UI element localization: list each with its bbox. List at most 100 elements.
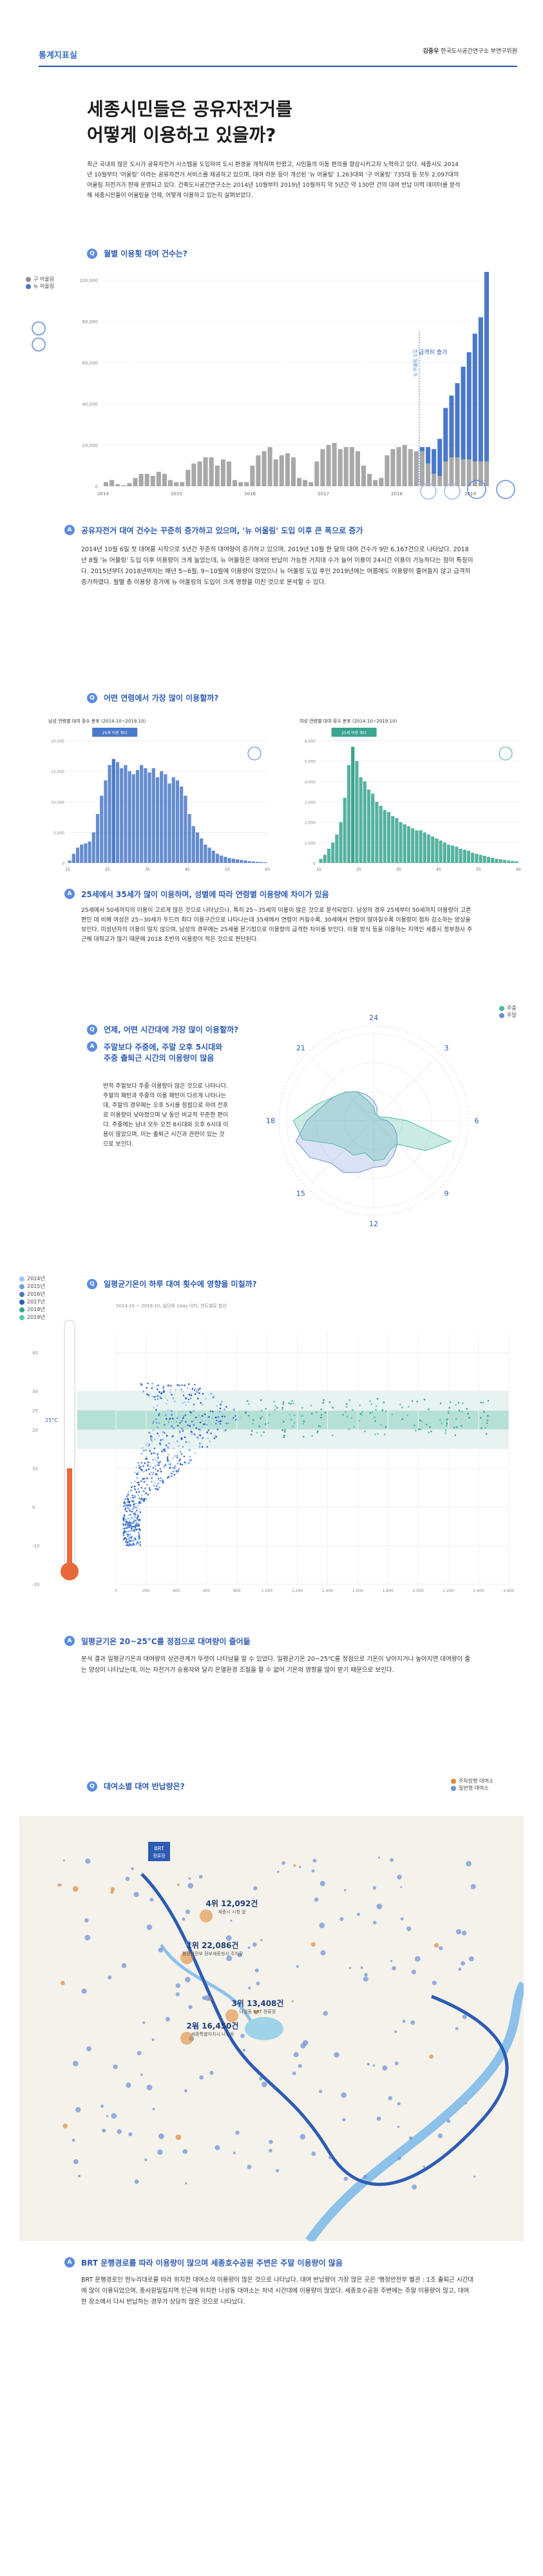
scatter-point	[164, 1450, 166, 1452]
age-bar	[200, 838, 204, 863]
scatter-point	[146, 1469, 148, 1472]
scatter-point	[124, 1508, 126, 1510]
y-tick-label: 40,000	[82, 402, 99, 407]
age-bar	[75, 848, 80, 863]
bike-wheel-icon	[496, 480, 515, 499]
scatter-point	[311, 1435, 314, 1437]
x-tick-label: 1,200	[292, 1589, 303, 1593]
station-dot	[415, 1956, 421, 1962]
scatter-point	[159, 1443, 161, 1444]
scatter-point	[166, 1418, 167, 1420]
station-dot	[320, 1950, 326, 1956]
scatter-point	[135, 1466, 137, 1468]
scatter-point	[154, 1439, 156, 1441]
age-bar	[375, 802, 379, 863]
scatter-point	[155, 1418, 157, 1421]
scatter-point	[177, 1444, 180, 1447]
scatter-point	[301, 1415, 304, 1417]
scatter-point	[159, 1396, 161, 1398]
scatter-point	[148, 1487, 151, 1489]
chart-subtitle: 2014.10 ~ 2019.10, 일단위 1day 이터, 연도별로 합산	[116, 1303, 227, 1309]
scatter-point	[219, 1407, 222, 1410]
station-dot	[158, 2133, 164, 2139]
scatter-point	[169, 1466, 171, 1469]
scatter-point	[146, 1387, 148, 1389]
age-bar	[220, 855, 224, 863]
age-bar	[491, 858, 495, 863]
scatter-point	[156, 1461, 158, 1463]
age-bar	[323, 855, 327, 863]
scatter-point	[166, 1456, 169, 1459]
station-dot	[341, 2092, 347, 2098]
station-dot	[293, 1864, 296, 1867]
age-bar	[240, 860, 243, 863]
scatter-point	[316, 1432, 319, 1434]
scatter-point	[124, 1502, 127, 1504]
scatter-point	[156, 1388, 158, 1390]
station-dot	[461, 1961, 465, 1966]
scatter-point	[139, 1519, 141, 1521]
station-name: 행정안전부 정부세종청사 주차장	[182, 1951, 243, 1956]
scatter-point	[173, 1473, 176, 1476]
question-3: Q 언제, 어떤 시간대에 가장 많이 이용할까?	[87, 1024, 238, 1035]
scatter-point	[207, 1429, 210, 1431]
scatter-point	[149, 1432, 151, 1434]
scatter-point	[206, 1416, 208, 1418]
scatter-point	[174, 1400, 176, 1403]
scatter-point	[183, 1415, 185, 1417]
intro-paragraph: 최근 국내외 많은 도시가 공유자전거 시스템을 도입하여 도시 환경을 개착하…	[87, 162, 461, 199]
author-line: 김중우 한국도시공간연구소 부연구위원	[423, 46, 517, 55]
scatter-point	[143, 1481, 146, 1483]
station-dot	[356, 1912, 361, 1917]
scatter-point	[206, 1446, 209, 1448]
scatter-point	[317, 1430, 319, 1432]
scatter-point	[181, 1464, 184, 1466]
scatter-point	[144, 1470, 146, 1472]
scatter-point	[157, 1483, 159, 1485]
scatter-point	[196, 1436, 199, 1438]
bar-old	[144, 473, 149, 486]
scatter-point	[190, 1459, 193, 1461]
scatter-point	[184, 1384, 186, 1387]
station-dot	[71, 2138, 75, 2142]
scatter-point	[138, 1523, 140, 1525]
scatter-point	[134, 1527, 137, 1529]
scatter-point	[204, 1413, 206, 1416]
age-bar	[506, 860, 511, 863]
scatter-point	[162, 1479, 164, 1481]
scatter-point	[399, 1403, 401, 1406]
station-dot	[134, 2179, 139, 2184]
scatter-point	[281, 1406, 284, 1409]
legend-swatch-parking	[451, 1778, 456, 1784]
scatter-point	[135, 1522, 137, 1524]
scatter-point	[202, 1423, 205, 1425]
age-bar	[160, 771, 164, 863]
age-bar	[115, 762, 120, 863]
bar-old	[343, 447, 348, 486]
scatter-point	[166, 1403, 167, 1405]
station-dot	[269, 2139, 273, 2145]
y-tick-label: 5,000	[53, 831, 64, 836]
scatter-point	[142, 1471, 144, 1473]
brt-badge	[148, 1842, 170, 1861]
station-dot	[343, 1889, 347, 1891]
scatter-point	[252, 1419, 254, 1421]
station-rank: 1위 22,086건	[187, 1940, 239, 1950]
station-dot	[311, 2151, 316, 2156]
scatter-point	[246, 1400, 249, 1402]
legend-swatch	[19, 1276, 24, 1282]
station-dot	[277, 1870, 280, 1873]
scatter-point	[350, 1417, 352, 1419]
station-dot	[291, 2000, 294, 2003]
scatter-point	[146, 1457, 148, 1460]
x-tick-label: 55	[225, 867, 230, 872]
scatter-point	[137, 1518, 138, 1520]
scatter-point	[180, 1438, 183, 1440]
station-dot	[392, 1965, 396, 1971]
station-dot	[310, 1942, 316, 1947]
scatter-point	[178, 1468, 180, 1471]
scatter-point	[198, 1414, 200, 1417]
scatter-point	[289, 1413, 291, 1416]
scatter-point	[205, 1424, 208, 1426]
